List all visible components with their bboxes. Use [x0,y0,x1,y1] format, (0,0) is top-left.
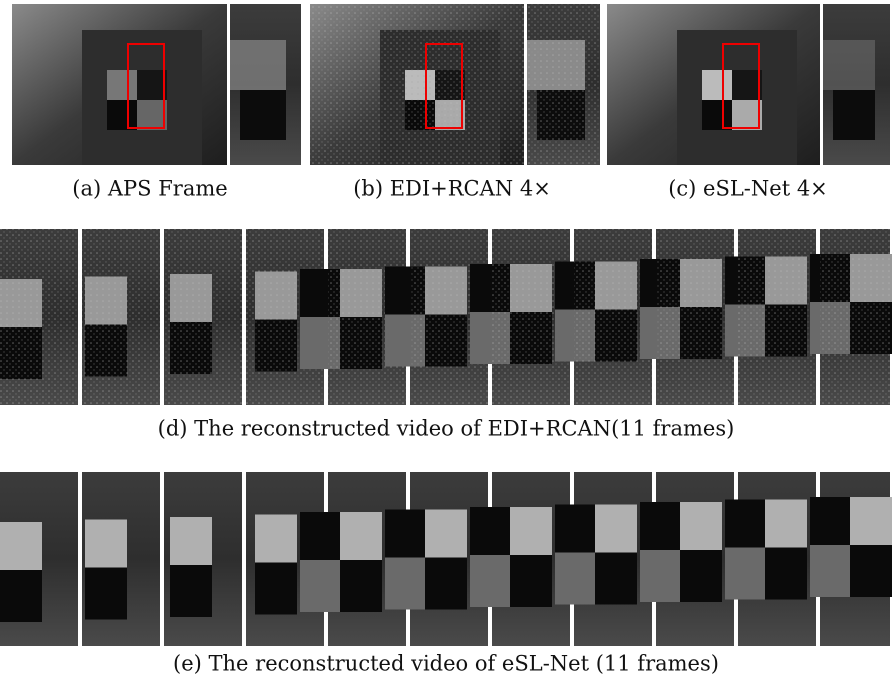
checker-dark [170,565,212,617]
crop-dark [240,90,286,140]
noise [656,229,734,405]
checker-dark [765,548,807,600]
checker-light [0,522,42,570]
noise [527,4,600,165]
checker-dark [255,563,297,615]
noise [820,229,890,405]
checker-light [170,517,212,565]
panel-caption: (a) APS Frame [72,177,227,201]
checker-dark [425,558,467,610]
checker-light [640,550,680,602]
checker-light [850,497,892,545]
checker-light [555,553,595,605]
checker-dark [300,512,340,560]
checker-dark [732,70,762,100]
noise [0,229,78,405]
checker-dark [725,500,765,548]
checker-dark [640,502,680,550]
noise [164,229,242,405]
checker-dark [680,550,722,602]
checker-dark [0,570,42,622]
checker-light [765,500,807,548]
crop-light [230,40,286,90]
noise [310,4,524,165]
checker-dark [595,553,637,605]
panel-caption: (b) EDI+RCAN 4× [353,177,551,201]
checker-dark [702,100,732,130]
checker-light [510,507,552,555]
checker-light [300,560,340,612]
checker-dark [107,100,137,130]
noise [82,229,160,405]
checker-light [385,558,425,610]
checker-light [732,100,762,130]
checker-dark [470,507,510,555]
checker-dark [137,70,167,100]
checker-light [810,545,850,597]
figure: (a) APS Frame (b) EDI+RCAN 4× (c) eSL-Ne… [0,0,892,681]
row-caption: (e) The reconstructed video of eSL-Net (… [173,652,719,676]
checker-dark [385,510,425,558]
checker-light [85,520,127,568]
checker-dark [850,545,892,597]
checker-light [425,510,467,558]
noise [738,229,816,405]
checker-light [702,70,732,100]
checker-light [255,515,297,563]
checker-dark [555,505,595,553]
checker-light [137,100,167,130]
top-row [12,4,890,165]
checker-dark [85,568,127,620]
checker-light [107,70,137,100]
checker-light [595,505,637,553]
panel-caption: (c) eSL-Net 4× [668,177,828,201]
checker-light [470,555,510,607]
crop-light [823,40,875,90]
checker-light [340,512,382,560]
checker-dark [810,497,850,545]
row-caption: (d) The reconstructed video of EDI+RCAN(… [158,417,735,441]
checker-light [680,502,722,550]
checker-dark [510,555,552,607]
checker-dark [340,560,382,612]
checker-light [725,548,765,600]
crop-dark [833,90,875,140]
